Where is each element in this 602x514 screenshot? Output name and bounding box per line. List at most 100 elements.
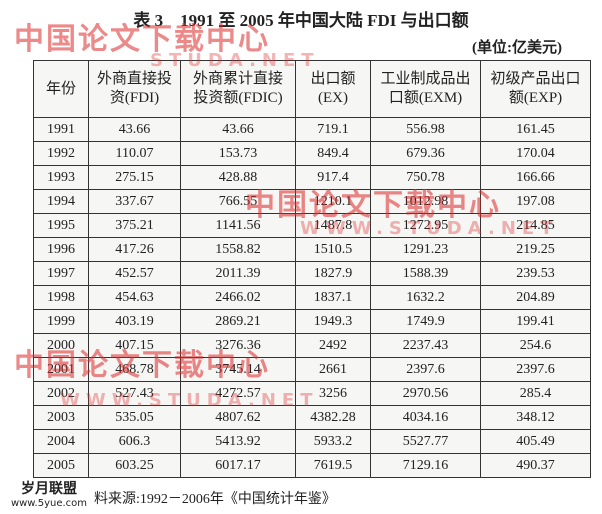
table-cell: 2661 xyxy=(295,357,371,382)
column-header: 外商直接投资(FDI) xyxy=(88,60,181,118)
table-cell: 719.1 xyxy=(295,117,371,142)
table-cell: 2011.39 xyxy=(180,261,296,286)
table-cell: 750.78 xyxy=(370,165,481,190)
table-cell: 2492 xyxy=(295,333,371,358)
data-table: 年份 外商直接投资(FDI) 外商累计直接投资额(FDIC) 出口额(EX) 工业制成品… xyxy=(33,60,591,478)
column-header: 年份 xyxy=(33,60,89,118)
table-cell: 1993 xyxy=(33,165,89,190)
table-cell: 5933.2 xyxy=(295,429,371,454)
table-row: 1995 375.21 1141.56 1487.8 1272.95 214.85 xyxy=(33,213,591,238)
table-cell: 1558.82 xyxy=(180,237,296,262)
table-cell: 603.25 xyxy=(88,453,181,478)
table-cell: 3276.36 xyxy=(180,333,296,358)
table-cell: 170.04 xyxy=(480,141,591,166)
table-cell: 1632.2 xyxy=(370,285,481,310)
table-cell: 2970.56 xyxy=(370,381,481,406)
table-cell: 405.49 xyxy=(480,429,591,454)
table-cell: 679.36 xyxy=(370,141,481,166)
table-cell: 1837.1 xyxy=(295,285,371,310)
table-cell: 1588.39 xyxy=(370,261,481,286)
watermark: 中国论文下载中心 xyxy=(14,348,270,383)
table-cell: 2003 xyxy=(33,405,89,430)
watermark: WWW.STUDA.NET xyxy=(60,390,319,411)
column-header: 外商累计直接投资额(FDIC) xyxy=(180,60,296,118)
table-cell: 417.26 xyxy=(88,237,181,262)
table-cell: 214.85 xyxy=(480,213,591,238)
table-cell: 849.4 xyxy=(295,141,371,166)
table-cell: 348.12 xyxy=(480,405,591,430)
watermark: WWW.STUDA.NET xyxy=(300,218,559,239)
table-cell: 1012.98 xyxy=(370,189,481,214)
table-cell: 2869.21 xyxy=(180,309,296,334)
table-cell: 219.25 xyxy=(480,237,591,262)
table-cell: 6017.17 xyxy=(180,453,296,478)
source: 资料来源:1992－2006年《中国统计年鉴》 xyxy=(80,492,336,507)
table-cell: 1992 xyxy=(33,141,89,166)
table-cell: 3256 xyxy=(295,381,371,406)
table-cell: 403.19 xyxy=(88,309,181,334)
table-cell: 375.21 xyxy=(88,213,181,238)
column-header: 工业制成品出口额(EXM) xyxy=(370,60,481,118)
table-cell: 1827.9 xyxy=(295,261,371,286)
table-cell: 535.05 xyxy=(88,405,181,430)
unit: (单位:亿美元) xyxy=(472,40,562,56)
table-cell: 4034.16 xyxy=(370,405,481,430)
table-row: 2000 407.15 3276.36 2492 2237.43 254.6 xyxy=(33,333,591,358)
table-cell: 337.67 xyxy=(88,189,181,214)
table-cell: 1996 xyxy=(33,237,89,262)
table-cell: 1291.23 xyxy=(370,237,481,262)
table-row: 2002 527.43 4272.57 3256 2970.56 285.4 xyxy=(33,381,591,406)
table-body: 1991 43.66 43.66 719.1 556.98 161.45 1992 110.0… xyxy=(33,117,591,478)
table-cell: 1991 xyxy=(33,117,89,142)
table-cell: 1749.9 xyxy=(370,309,481,334)
column-header: 出口额(EX) xyxy=(295,60,371,118)
table-cell: 2466.02 xyxy=(180,285,296,310)
table-cell: 285.4 xyxy=(480,381,591,406)
table-row: 2004 606.3 5413.92 5933.2 5527.77 405.49 xyxy=(33,429,591,454)
table-cell: 2397.6 xyxy=(370,357,481,382)
table-cell: 2005 xyxy=(33,453,89,478)
table-cell: 454.63 xyxy=(88,285,181,310)
table-cell: 1141.56 xyxy=(180,213,296,238)
table-cell: 43.66 xyxy=(88,117,181,142)
table-cell: 43.66 xyxy=(180,117,296,142)
table-cell: 199.41 xyxy=(480,309,591,334)
table-cell: 204.89 xyxy=(480,285,591,310)
table-cell: 5413.92 xyxy=(180,429,296,454)
table-row: 2005 603.25 6017.17 7619.5 7129.16 490.37 xyxy=(33,453,591,478)
table-cell: 239.53 xyxy=(480,261,591,286)
table-row: 1991 43.66 43.66 719.1 556.98 161.45 xyxy=(33,117,591,142)
logo-name: 岁月联盟 xyxy=(21,481,77,497)
table-cell: 1994 xyxy=(33,189,89,214)
watermark: 中国论文下载中心 xyxy=(14,22,270,57)
table-row: 1996 417.26 1558.82 1510.5 1291.23 219.25 xyxy=(33,237,591,262)
table-cell: 1487.8 xyxy=(295,213,371,238)
table-cell: 7619.5 xyxy=(295,453,371,478)
table-cell: 5527.77 xyxy=(370,429,481,454)
title: 表 3 1991 至 2005 年中国大陆 FDI 与出口额 xyxy=(133,11,469,30)
table-row: 1999 403.19 2869.21 1949.3 1749.9 199.41 xyxy=(33,309,591,334)
table-cell: 1272.95 xyxy=(370,213,481,238)
table-cell: 110.07 xyxy=(88,141,181,166)
table-cell: 556.98 xyxy=(370,117,481,142)
table-cell: 2237.43 xyxy=(370,333,481,358)
table-cell: 2004 xyxy=(33,429,89,454)
table-cell: 1510.5 xyxy=(295,237,371,262)
table-cell: 2397.6 xyxy=(480,357,591,382)
table-cell: 606.3 xyxy=(88,429,181,454)
table-cell: 254.6 xyxy=(480,333,591,358)
table-cell: 1999 xyxy=(33,309,89,334)
table-row: 1992 110.07 153.73 849.4 679.36 170.04 xyxy=(33,141,591,166)
table-row: 1997 452.57 2011.39 1827.9 1588.39 239.53 xyxy=(33,261,591,286)
column-header: 初级产品出口额(EXP) xyxy=(480,60,591,118)
table-row: 1998 454.63 2466.02 1837.1 1632.2 204.89 xyxy=(33,285,591,310)
table-cell: 4807.62 xyxy=(180,405,296,430)
table-cell: 1995 xyxy=(33,213,89,238)
logo-url: www.5yue.com xyxy=(10,498,88,509)
table-cell: 3745.14 xyxy=(180,357,296,382)
table-cell: 1998 xyxy=(33,285,89,310)
table-cell: 490.37 xyxy=(480,453,591,478)
watermark: 中国论文下载中心 xyxy=(245,188,501,223)
header-row: 年份 外商直接投资(FDI) 外商累计直接投资额(FDIC) 出口额(EX) 工业制成品… xyxy=(33,60,591,118)
